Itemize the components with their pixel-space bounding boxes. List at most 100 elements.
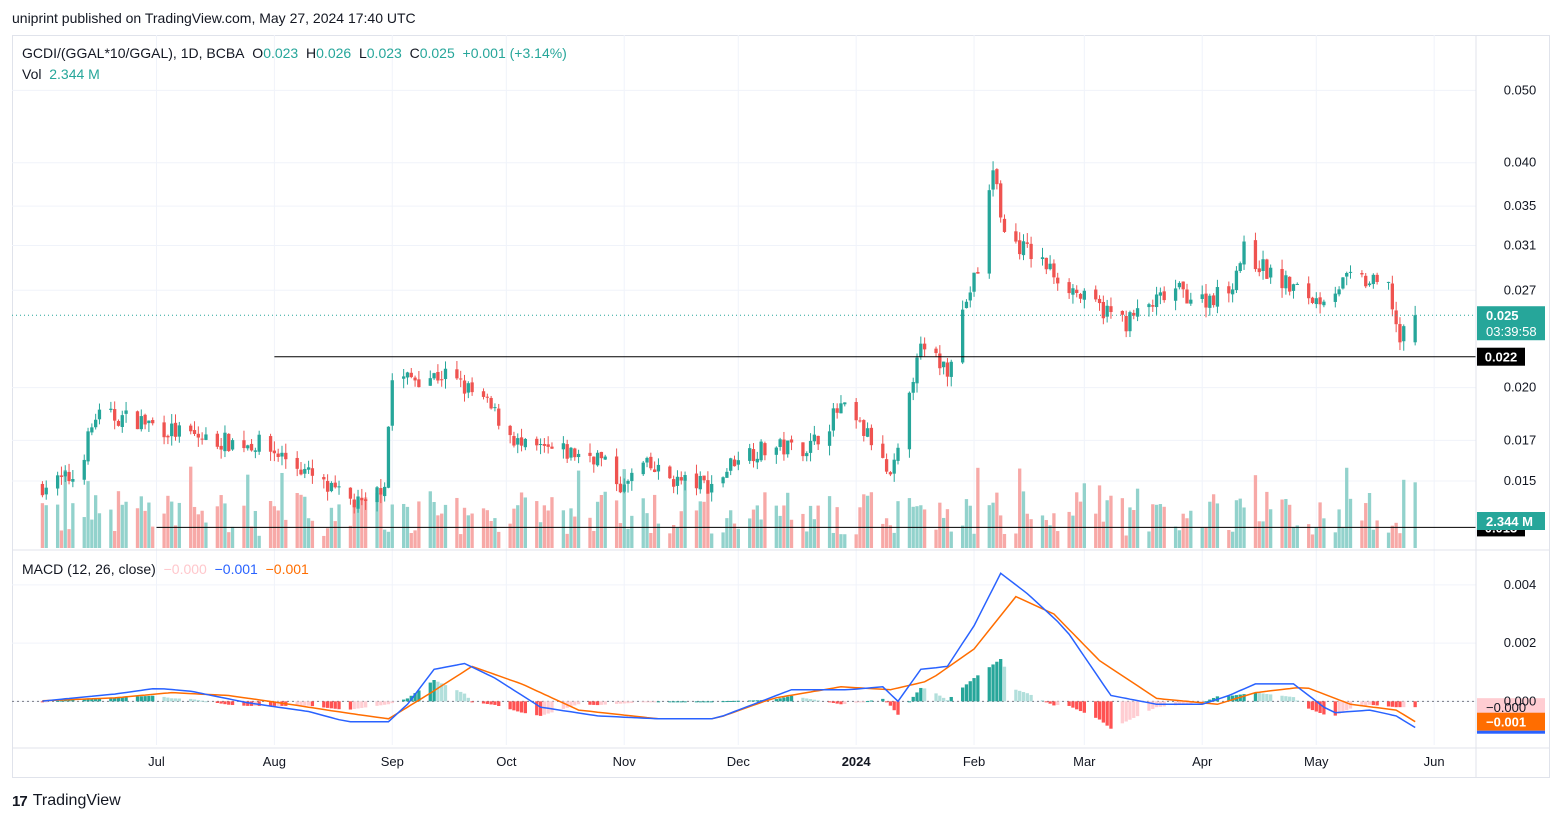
volume-bar [1398,533,1402,548]
macd-histogram-bar [272,701,277,706]
candle-body [147,420,151,424]
macd-histogram-bar [1173,701,1178,706]
volume-bar [1189,510,1193,548]
candle-body [1071,288,1075,295]
volume-bar [748,518,752,548]
volume-bar [595,501,600,548]
macd-histogram-bar [1337,701,1341,714]
candle-body [417,379,421,388]
macd-histogram-bar [599,701,604,705]
candle-body [1402,326,1406,342]
candle-body [1014,231,1018,242]
macd-histogram-bar [721,701,725,703]
candle-body [440,379,444,381]
candle-body [337,486,341,488]
candle-body [1253,240,1258,270]
candle-body [941,361,946,368]
candle-body [1230,289,1235,295]
volume-bar [67,529,71,548]
candle-body [732,459,737,467]
volume-bar [721,532,725,548]
volume-bar [143,510,147,548]
candle-body [649,456,653,469]
macd-signal-tag-label: −0.001 [1486,715,1526,730]
macd-histogram-bar [383,701,387,705]
volume-bar [614,500,619,548]
candle-body [116,420,121,426]
candle-body [227,433,231,451]
candle-body [124,410,128,414]
macd-histogram-bar [1124,701,1128,722]
volume-bar [59,530,64,548]
macd-histogram-bar [645,701,649,703]
candle-body [1052,263,1056,278]
volume-bar [1307,524,1311,548]
macd-histogram-bar [170,698,174,702]
candle-body [922,343,927,350]
volume-bar [789,519,794,548]
volume-bar [1318,502,1322,548]
volume-bar [409,533,413,548]
volume-bar [44,505,48,548]
volume-bar [390,504,394,548]
volume-bar [561,510,566,548]
macd-histogram-bar [1227,696,1231,702]
candle-body [462,380,467,394]
volume-bar [683,477,687,548]
volume-tag [1477,512,1545,530]
macd-histogram-bar [352,701,356,710]
price-tick-label: 0.015 [1504,473,1537,488]
macd-histogram-bar [839,701,843,705]
candle-body [135,411,140,430]
volume-bar [1234,500,1239,548]
volume-bar [1185,518,1189,548]
volume-bar [869,492,874,548]
volume-bar [732,523,737,548]
volume-bar [565,533,569,548]
macd-histogram-bar [1181,701,1185,705]
macd-histogram-bar [812,699,816,702]
candle-body [789,439,794,443]
candle-body [1158,292,1163,296]
candle-body [1375,274,1379,282]
candle-body [166,435,170,438]
volume-bar [675,527,680,548]
candle-body [151,420,155,424]
volume-bar [1018,468,1022,548]
candle-body [934,348,938,354]
volume-bar [550,497,554,548]
volume-bar [497,531,501,548]
macd-histogram-bar [884,701,889,703]
volume-bar [1154,504,1159,548]
macd-histogram-bar [196,700,200,702]
volume-bar [839,534,843,548]
candle-body [44,487,48,495]
volume-bar [1177,530,1182,548]
current-price-label: 0.025 [1486,308,1519,323]
macd-histogram-bar [603,701,607,705]
candle-body [801,442,805,457]
candle-body [1002,218,1007,232]
candle-body [736,460,740,465]
volume-bar [1341,527,1345,548]
volume-bar [618,523,623,548]
volume-bar [1067,511,1071,548]
level-price-label: 0.022 [1485,350,1518,365]
candle-body [493,407,497,409]
volume-bar [116,491,121,548]
volume-bar [299,494,303,548]
volume-bar [1322,518,1326,548]
candle-body [1269,267,1273,278]
tradingview-footer[interactable]: 17 TradingView [12,792,121,810]
macd-hist-tag-label: −0.000 [1486,700,1526,715]
candle-body [1056,277,1060,284]
candle-body [466,383,470,393]
macd-histogram-bar [896,701,900,715]
macd-histogram-bar [94,698,98,702]
x-axis-tick-label: Feb [963,754,985,769]
volume-bar [63,469,67,548]
candle-body [603,456,607,460]
candle-body [1044,257,1048,270]
candlestick-series [40,161,1417,514]
